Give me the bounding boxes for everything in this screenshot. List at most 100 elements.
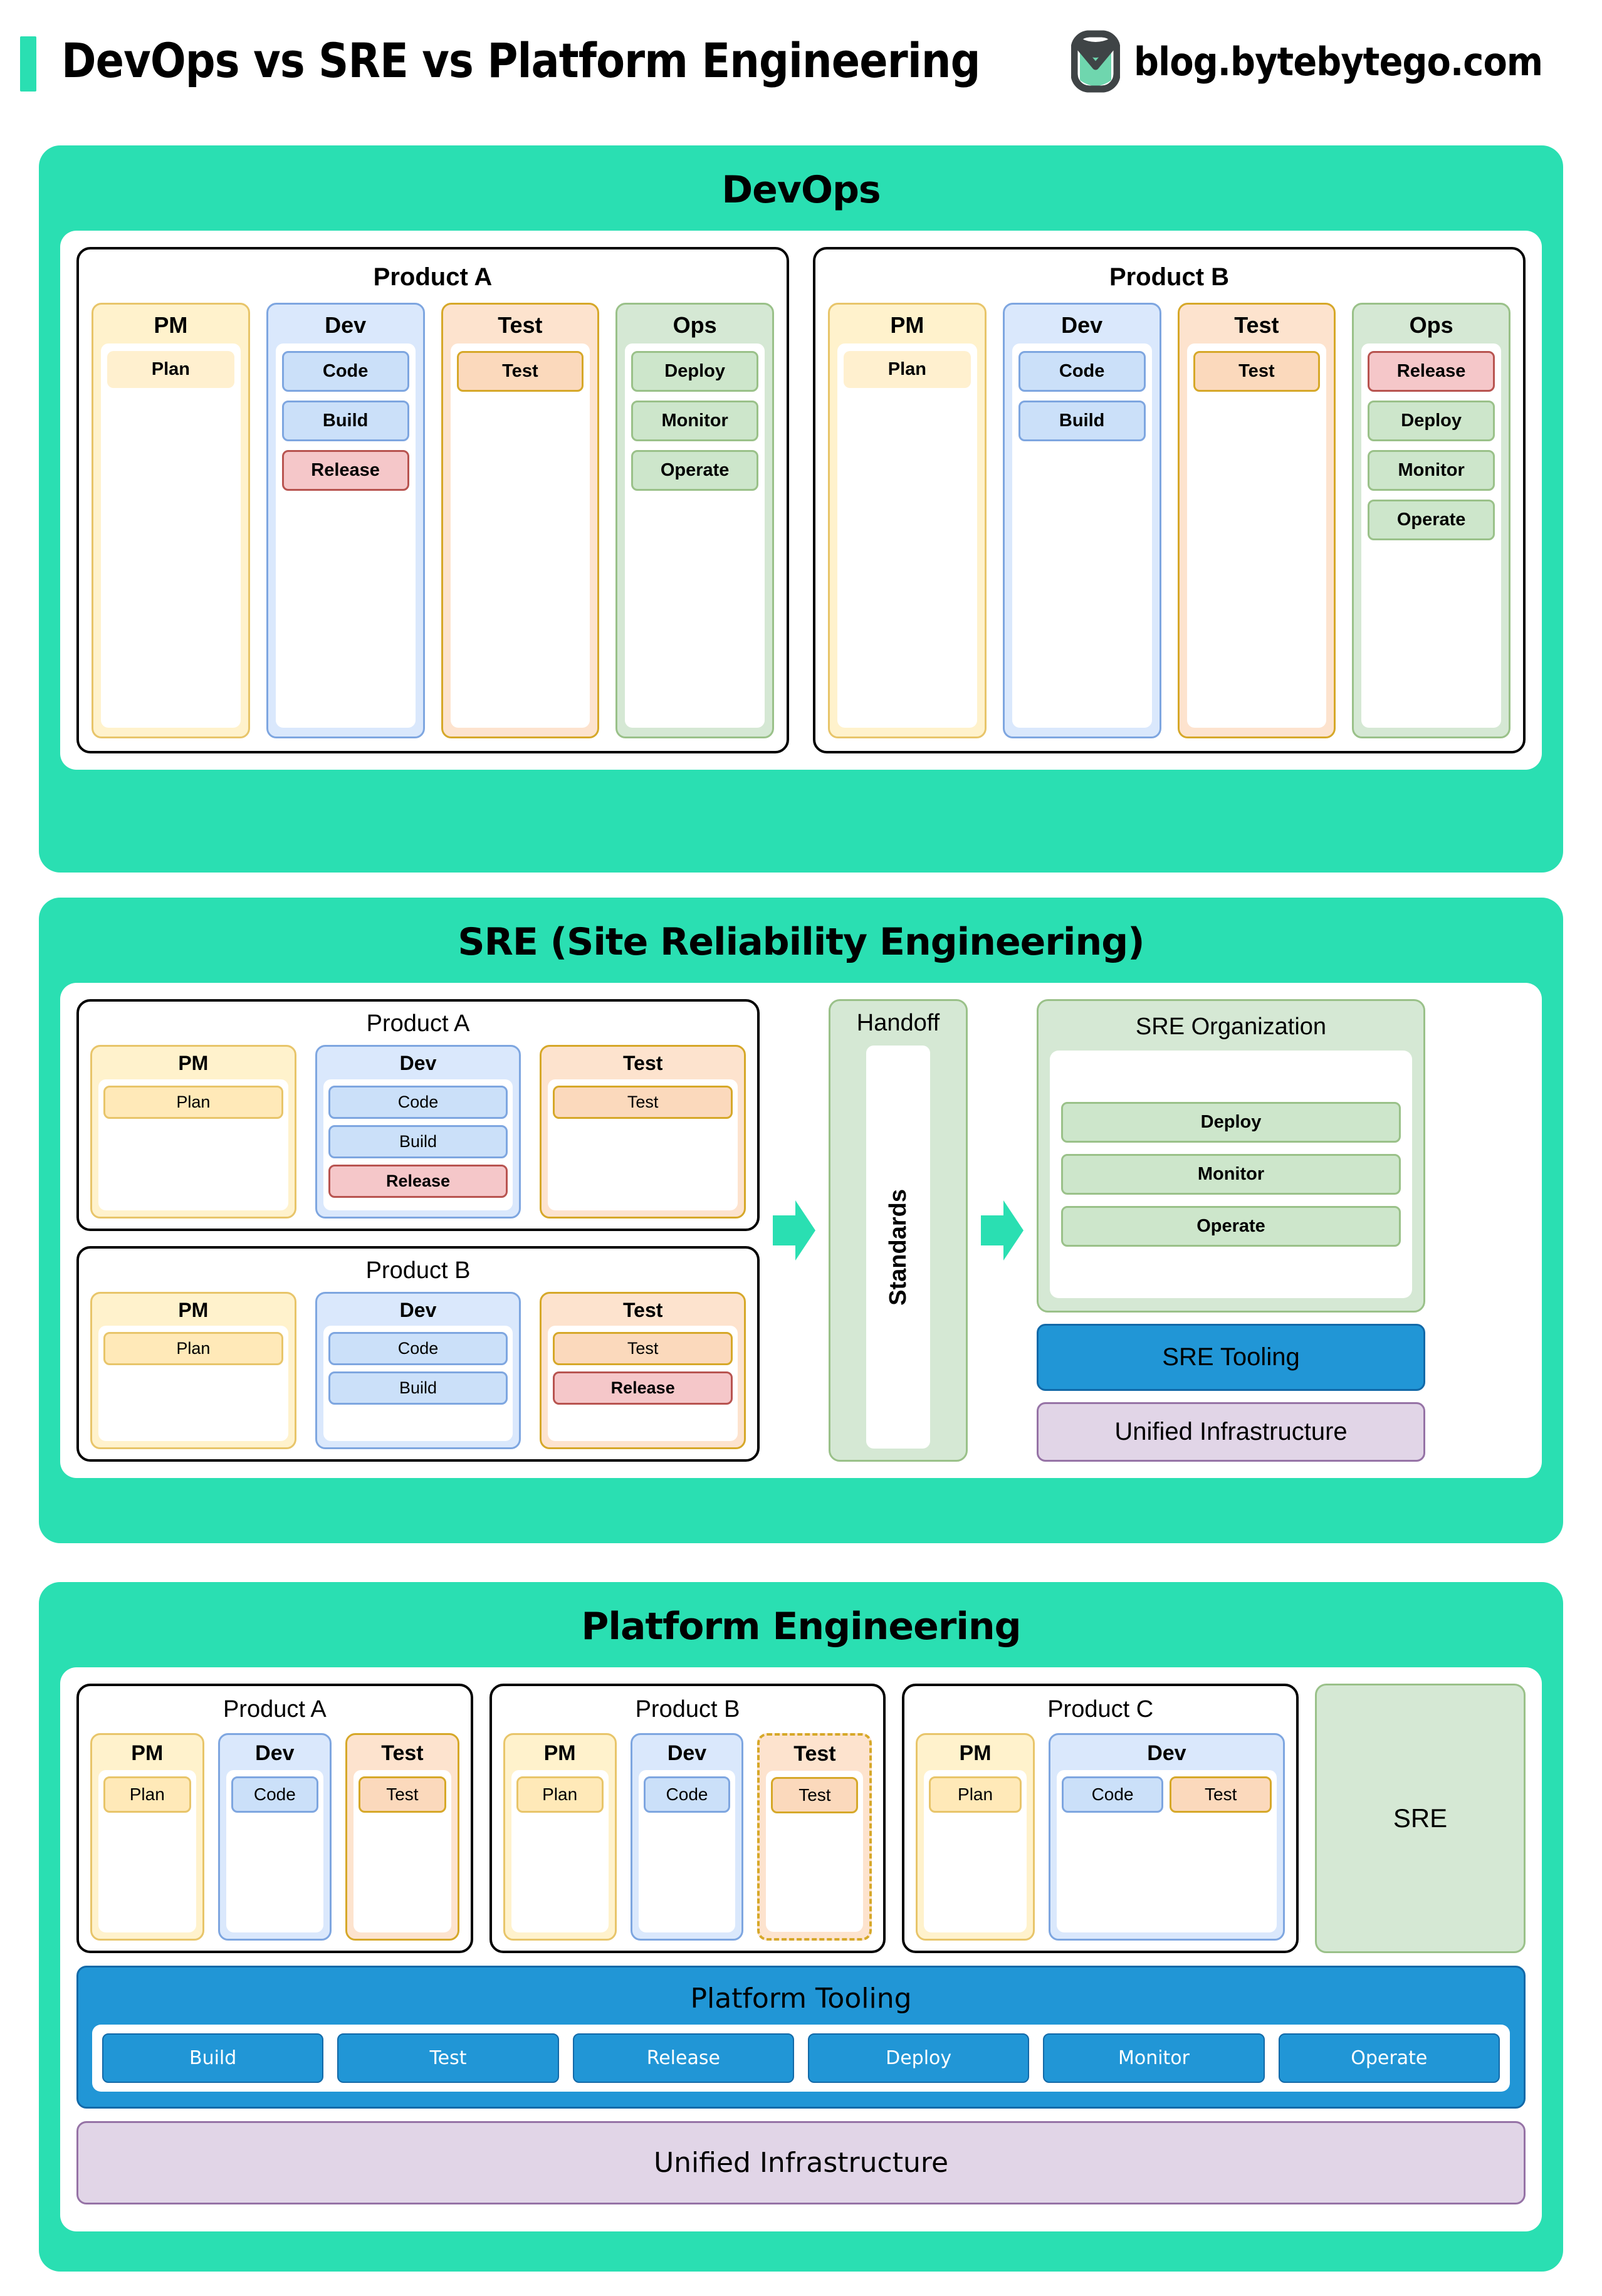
chip-plan[interactable]: Plan (516, 1776, 604, 1813)
lane-pm[interactable]: PM Plan (90, 1733, 204, 1941)
platform-engineering-section: Platform Engineering Product A PM Plan (39, 1582, 1563, 2272)
lane-test[interactable]: Test Test (1177, 303, 1336, 738)
devops-section-title: DevOps (721, 168, 881, 212)
chip-test[interactable]: Test (1193, 350, 1321, 392)
chip-test[interactable]: Test (553, 1085, 733, 1119)
spacer (631, 500, 758, 720)
platform-body: Product A PM Plan Dev Code (60, 1667, 1542, 2231)
lane-items: Code Build (323, 1326, 513, 1441)
lane-test[interactable]: Test Test (345, 1733, 459, 1941)
chip-plan[interactable]: Plan (844, 350, 971, 388)
chip-test[interactable]: Test (771, 1776, 859, 1813)
lane-dev[interactable]: Dev Code Build (1002, 303, 1161, 738)
lane-dev[interactable]: Dev Code Build Release (315, 1045, 521, 1219)
chip-operate[interactable]: Operate (631, 449, 758, 491)
chip-operate[interactable]: Operate (1368, 499, 1495, 540)
lane-pm[interactable]: PM Plan (90, 1291, 296, 1449)
lanes: PM Plan Dev Code Test (503, 1733, 872, 1941)
chip-monitor[interactable]: Monitor (1368, 449, 1495, 491)
chip-test[interactable]: Test (553, 1332, 733, 1366)
chip-test[interactable]: Test (359, 1776, 446, 1813)
lane-dev[interactable]: Dev Code (630, 1733, 744, 1941)
chip-deploy[interactable]: Deploy (1061, 1102, 1401, 1143)
chip-code[interactable]: Code (328, 1332, 508, 1366)
spacer (1193, 401, 1321, 720)
lane-ops[interactable]: Ops Deploy Monitor Operate (615, 303, 774, 738)
chip-plan[interactable]: Plan (929, 1776, 1022, 1813)
lane-test[interactable]: Test Test (540, 1045, 746, 1219)
lane-test-outsourced[interactable]: Test Test (757, 1733, 872, 1941)
lane-pm[interactable]: PM Plan (503, 1733, 617, 1941)
chip-build[interactable]: Build (1018, 400, 1146, 441)
devops-product-b: Product B PM Plan Dev Code Build (813, 247, 1526, 753)
platform-sre-box[interactable]: SRE (1315, 1684, 1526, 1953)
lane-items: Plan (101, 343, 241, 728)
lane-pm[interactable]: PM Plan (92, 303, 250, 738)
lane-pm[interactable]: PM Plan (828, 303, 987, 738)
chip-code[interactable]: Code (231, 1776, 319, 1813)
spacer (103, 1125, 283, 1204)
tool-chip-operate[interactable]: Operate (1278, 2033, 1500, 2083)
lane-dev[interactable]: Dev Code (217, 1733, 332, 1941)
tool-chip-release[interactable]: Release (572, 2033, 794, 2083)
sre-product-a: Product A PM Plan Dev Code (76, 999, 760, 1231)
chip-code[interactable]: Code (1018, 350, 1146, 392)
platform-section-title: Platform Engineering (581, 1605, 1021, 1649)
chip-operate[interactable]: Operate (1061, 1206, 1401, 1247)
lanes: PM Plan Dev Code Build Release (90, 1045, 746, 1219)
lane-items: Plan (98, 1079, 288, 1210)
product-title: Product A (373, 263, 493, 291)
brand-url[interactable]: blog.bytebytego.com (1134, 38, 1543, 85)
right-arrow-icon (773, 1200, 815, 1261)
spacer (1018, 450, 1146, 720)
platform-unified-infrastructure-bar[interactable]: Unified Infrastructure (76, 2121, 1526, 2204)
lane-ops[interactable]: Ops Release Deploy Monitor Operate (1352, 303, 1510, 738)
chip-build[interactable]: Build (281, 400, 409, 441)
chip-monitor[interactable]: Monitor (631, 400, 758, 441)
chip-build[interactable]: Build (328, 1371, 508, 1405)
lane-test[interactable]: Test Test (441, 303, 600, 738)
chip-code[interactable]: Code (328, 1085, 508, 1119)
chip-build[interactable]: Build (328, 1124, 508, 1158)
platform-products-row: Product A PM Plan Dev Code (76, 1684, 1526, 1953)
chip-monitor[interactable]: Monitor (1061, 1154, 1401, 1195)
chip-plan[interactable]: Plan (107, 350, 234, 388)
product-title: Product B (365, 1257, 471, 1284)
spacer (282, 500, 409, 720)
sre-products: Product A PM Plan Dev Code (76, 999, 760, 1462)
lane-title: Dev (399, 1052, 437, 1074)
tool-chip-test[interactable]: Test (337, 2033, 559, 2083)
chip-code[interactable]: Code (643, 1776, 731, 1813)
lane-title: Dev (1061, 312, 1103, 338)
sre-tooling-bar[interactable]: SRE Tooling (1037, 1324, 1425, 1392)
tool-chip-deploy[interactable]: Deploy (807, 2033, 1030, 2083)
lane-pm[interactable]: PM Plan (90, 1045, 296, 1219)
chip-release[interactable]: Release (281, 449, 409, 491)
lane-items: Deploy Monitor Operate (625, 343, 765, 728)
lane-items: Test (766, 1770, 864, 1932)
tool-chip-monitor[interactable]: Monitor (1043, 2033, 1265, 2083)
chip-test[interactable]: Test (1170, 1776, 1272, 1813)
chip-plan[interactable]: Plan (103, 1776, 191, 1813)
lane-test[interactable]: Test Test Release (540, 1291, 746, 1449)
chip-release[interactable]: Release (553, 1371, 733, 1405)
lane-dev[interactable]: Dev Code Test (1048, 1733, 1285, 1941)
sre-unified-infrastructure-bar[interactable]: Unified Infrastructure (1037, 1402, 1425, 1462)
chip-release[interactable]: Release (328, 1164, 508, 1198)
tool-chip-build[interactable]: Build (102, 2033, 324, 2083)
chip-test[interactable]: Test (456, 350, 584, 392)
chip-plan[interactable]: Plan (103, 1332, 283, 1366)
lane-dev[interactable]: Dev Code Build (315, 1291, 521, 1449)
lane-title: Dev (667, 1741, 707, 1765)
chip-deploy[interactable]: Deploy (631, 350, 758, 392)
chip-plan[interactable]: Plan (103, 1085, 283, 1119)
lane-dev[interactable]: Dev Code Build Release (266, 303, 425, 738)
lane-items: Plan (511, 1769, 609, 1932)
chip-release[interactable]: Release (1368, 350, 1495, 392)
chip-deploy[interactable]: Deploy (1368, 400, 1495, 441)
chip-code[interactable]: Code (1061, 1776, 1164, 1813)
lane-items: Test (548, 1079, 738, 1210)
chip-code[interactable]: Code (281, 350, 409, 392)
lane-pm[interactable]: PM Plan (916, 1733, 1035, 1941)
lane-items: Plan (98, 1769, 196, 1932)
